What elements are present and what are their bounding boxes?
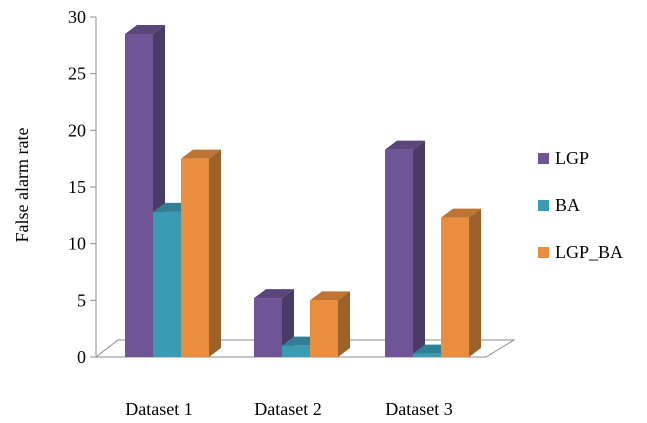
legend-item: BA	[538, 195, 580, 215]
y-axis-title: False alarm rate	[12, 128, 32, 243]
legend-swatch	[538, 153, 549, 164]
x-category-label: Dataset 3	[385, 399, 452, 419]
y-tick-label: 10	[68, 234, 86, 254]
bar-lgp-ba-2	[310, 291, 350, 357]
y-tick-label: 15	[68, 177, 86, 197]
legend-swatch	[538, 200, 549, 211]
bar-lgp-ba-1	[181, 149, 221, 357]
y-tick-label: 5	[77, 290, 86, 310]
bar-lgp-ba-3	[441, 208, 481, 357]
legend-item: LGP	[538, 148, 589, 168]
legend-label: LGP_BA	[555, 242, 623, 262]
bars	[125, 25, 481, 357]
x-category-label: Dataset 2	[254, 399, 321, 419]
y-tick-label: 30	[68, 7, 86, 27]
y-tick-label: 20	[68, 120, 86, 140]
y-tick-label: 0	[77, 347, 86, 367]
legend-item: LGP_BA	[538, 242, 623, 262]
legend-label: BA	[555, 195, 580, 215]
legend-swatch	[538, 247, 549, 258]
y-tick-label: 25	[68, 64, 86, 84]
x-category-label: Dataset 1	[125, 399, 192, 419]
y-axis: 0 5 10 15 20 25 30	[68, 7, 97, 367]
legend-label: LGP	[555, 148, 589, 168]
bar-lgp-3	[385, 140, 425, 357]
legend: LGP BA LGP_BA	[538, 148, 623, 262]
x-axis-labels: Dataset 1 Dataset 2 Dataset 3	[125, 399, 452, 419]
